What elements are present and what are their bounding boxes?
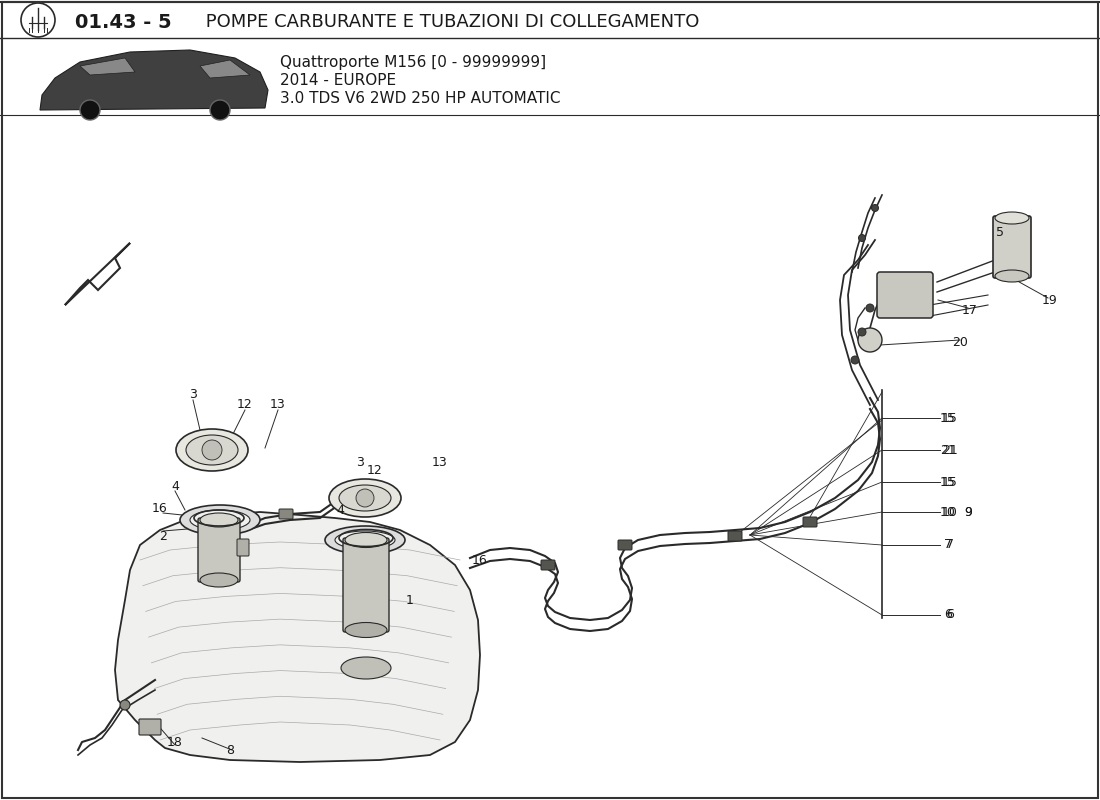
Text: 3.0 TDS V6 2WD 250 HP AUTOMATIC: 3.0 TDS V6 2WD 250 HP AUTOMATIC	[280, 91, 561, 106]
FancyBboxPatch shape	[236, 539, 249, 556]
Circle shape	[851, 356, 859, 364]
FancyBboxPatch shape	[541, 560, 556, 570]
Ellipse shape	[341, 657, 390, 679]
Polygon shape	[116, 512, 480, 762]
Ellipse shape	[345, 622, 387, 638]
Text: 6: 6	[944, 609, 952, 622]
Ellipse shape	[176, 429, 248, 471]
Text: 7: 7	[946, 538, 954, 551]
Circle shape	[871, 205, 879, 211]
Text: 17: 17	[962, 303, 978, 317]
FancyBboxPatch shape	[139, 719, 161, 735]
Text: 4: 4	[337, 503, 344, 517]
FancyBboxPatch shape	[618, 540, 632, 550]
Text: 15: 15	[940, 411, 956, 425]
Text: 6: 6	[946, 609, 954, 622]
Text: 2014 - EUROPE: 2014 - EUROPE	[280, 73, 396, 88]
Circle shape	[80, 100, 100, 120]
Text: 12: 12	[238, 398, 253, 411]
Text: POMPE CARBURANTE E TUBAZIONI DI COLLEGAMENTO: POMPE CARBURANTE E TUBAZIONI DI COLLEGAM…	[200, 13, 700, 31]
Text: 13: 13	[271, 398, 286, 411]
Ellipse shape	[180, 505, 260, 535]
Polygon shape	[200, 60, 250, 78]
Circle shape	[210, 100, 230, 120]
Ellipse shape	[996, 212, 1028, 224]
Text: 21: 21	[942, 443, 958, 457]
Ellipse shape	[190, 510, 250, 530]
Text: 3: 3	[356, 455, 364, 469]
FancyBboxPatch shape	[198, 518, 240, 582]
Text: 21: 21	[940, 443, 956, 457]
Ellipse shape	[200, 513, 238, 527]
Ellipse shape	[336, 531, 395, 549]
Text: 10: 10	[942, 506, 958, 518]
Circle shape	[356, 489, 374, 507]
Text: 15: 15	[942, 475, 958, 489]
Text: 9: 9	[964, 506, 972, 518]
Text: 18: 18	[167, 735, 183, 749]
FancyBboxPatch shape	[728, 531, 743, 541]
Text: 8: 8	[226, 743, 234, 757]
Text: 16: 16	[472, 554, 488, 566]
Circle shape	[866, 304, 874, 312]
Text: Quattroporte M156 [0 - 99999999]: Quattroporte M156 [0 - 99999999]	[280, 55, 546, 70]
Text: 01.43 - 5: 01.43 - 5	[75, 13, 172, 31]
Ellipse shape	[329, 479, 402, 517]
Text: 12: 12	[367, 463, 383, 477]
Text: 19: 19	[1042, 294, 1058, 306]
Text: 16: 16	[152, 502, 168, 514]
Polygon shape	[80, 58, 135, 75]
FancyBboxPatch shape	[877, 272, 933, 318]
Text: 13: 13	[432, 455, 448, 469]
Polygon shape	[40, 50, 268, 110]
Text: 15: 15	[940, 475, 956, 489]
Text: 10: 10	[940, 506, 956, 518]
Text: 1: 1	[406, 594, 414, 606]
Polygon shape	[65, 243, 130, 305]
FancyBboxPatch shape	[279, 509, 293, 519]
Ellipse shape	[186, 435, 238, 465]
Ellipse shape	[339, 485, 390, 511]
Ellipse shape	[324, 526, 405, 554]
Text: 3: 3	[189, 389, 197, 402]
Ellipse shape	[345, 533, 387, 547]
FancyBboxPatch shape	[993, 216, 1031, 278]
Text: 9: 9	[964, 506, 972, 518]
Text: 20: 20	[953, 335, 968, 349]
FancyBboxPatch shape	[803, 517, 817, 527]
Circle shape	[858, 234, 866, 242]
Text: 4: 4	[172, 479, 179, 493]
Text: 15: 15	[942, 411, 958, 425]
Text: 2: 2	[160, 530, 167, 542]
Ellipse shape	[200, 573, 238, 587]
Circle shape	[858, 328, 866, 336]
Text: 5: 5	[996, 226, 1004, 238]
FancyBboxPatch shape	[343, 538, 389, 632]
Ellipse shape	[996, 270, 1028, 282]
Circle shape	[202, 440, 222, 460]
Text: 7: 7	[944, 538, 952, 551]
Circle shape	[858, 328, 882, 352]
Circle shape	[120, 700, 130, 710]
